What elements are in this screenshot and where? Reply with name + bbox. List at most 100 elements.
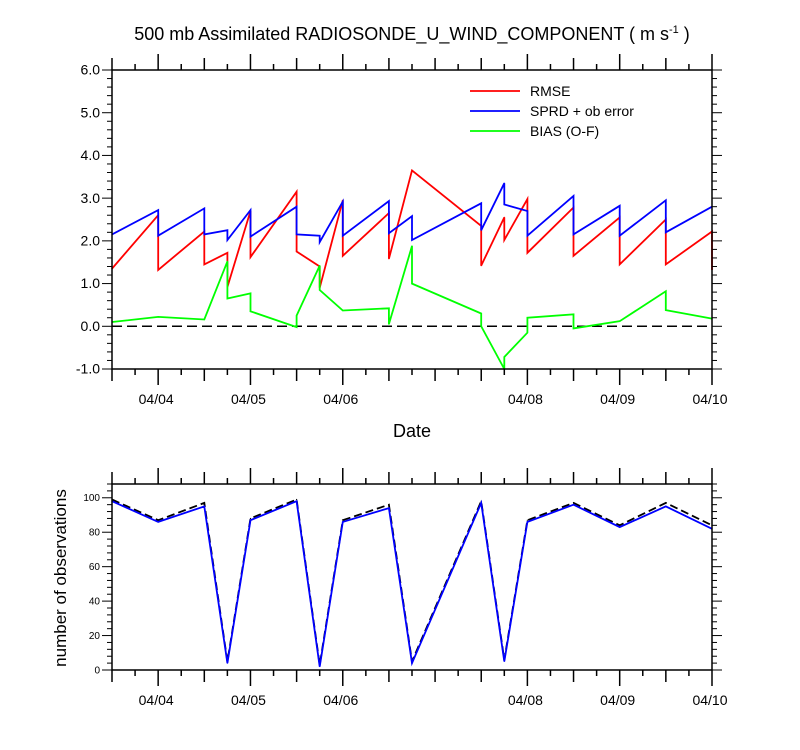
data-point-rmse: [203, 263, 205, 265]
data-point-bias-o-f: [572, 327, 575, 330]
data-point-bias-o-f: [665, 290, 667, 292]
y-tick-label: 1.0: [81, 275, 101, 291]
data-point-sprd-ob-error: [296, 233, 298, 236]
data-point-sprd-ob-error: [226, 229, 228, 231]
data-point-bias-o-f: [249, 310, 252, 312]
data-point-bias-o-f: [526, 332, 528, 334]
data-point-sprd-ob-error: [203, 233, 205, 236]
data-point-sprd-ob-error: [503, 182, 505, 184]
data-point-rmse: [296, 191, 298, 193]
y-tick-label: -1.0: [76, 361, 100, 377]
x-tick-label: 04/10: [692, 391, 727, 407]
data-point-observations-dashed: [526, 519, 528, 521]
y-tick-label: 20: [89, 631, 101, 642]
data-point-observations-blue: [226, 662, 228, 664]
data-point-rmse: [411, 169, 413, 171]
data-point-sprd-ob-error: [572, 195, 575, 197]
x-tick-label: 04/10: [692, 692, 727, 708]
legend-label-sprd-ob-error: SPRD + ob error: [530, 103, 634, 119]
data-point-sprd-ob-error: [342, 200, 344, 203]
data-point-rmse: [388, 258, 390, 260]
data-point-bias-o-f: [480, 325, 482, 327]
data-point-sprd-ob-error: [411, 239, 413, 241]
data-point-bias-o-f: [411, 282, 413, 285]
data-point-sprd-ob-error: [619, 205, 621, 207]
legend: RMSE SPRD + ob error BIAS (O-F): [470, 83, 634, 139]
data-point-sprd-ob-error: [319, 235, 321, 237]
bottom-ticks-group: 0 20 40 60 80 100 04/04 04/05 04/06 04/08 04/09 04/…: [83, 468, 728, 708]
chart-title: 500 mb Assimilated RADIOSONDE_U_WIND_COM…: [134, 24, 690, 45]
data-point-rmse: [226, 252, 228, 254]
data-point-rmse: [157, 269, 159, 271]
data-point-sprd-ob-error: [342, 235, 344, 237]
data-point-sprd-ob-error: [249, 209, 252, 211]
y-tick-label: 100: [83, 493, 100, 504]
data-point-rmse: [480, 265, 482, 267]
data-point-observations-blue: [572, 504, 575, 506]
data-point-bias-o-f: [226, 297, 228, 300]
data-point-observations-dashed: [665, 502, 667, 504]
data-point-sprd-ob-error: [480, 202, 482, 204]
bottom-plot-frame: [111, 483, 713, 671]
data-point-observations-blue: [296, 500, 298, 502]
x-tick-label: 04/04: [139, 391, 174, 407]
chart-title-close: ): [679, 24, 690, 44]
data-point-bias-o-f: [388, 323, 390, 325]
data-point-observations-blue: [503, 660, 505, 662]
series-line-rmse: [111, 168, 713, 289]
data-point-bias-o-f: [249, 292, 252, 294]
x-tick-label: 04/08: [508, 391, 543, 407]
data-point-bias-o-f: [157, 316, 159, 318]
data-point-sprd-ob-error: [226, 239, 228, 241]
data-point-bias-o-f: [226, 260, 228, 262]
data-point-observations-blue: [388, 507, 390, 509]
data-point-rmse: [526, 252, 528, 254]
x-tick-label: 04/09: [600, 692, 635, 708]
x-tick-label: 04/08: [508, 692, 543, 708]
y-tick-label: 0: [94, 665, 100, 676]
y-tick-label: 0.0: [81, 318, 101, 334]
data-point-rmse: [342, 255, 344, 257]
x-axis-label: Date: [393, 421, 431, 441]
data-point-sprd-ob-error: [157, 235, 159, 237]
data-point-observations-dashed: [249, 517, 252, 520]
y-tick-label: 60: [89, 562, 101, 573]
data-point-rmse: [665, 263, 667, 265]
top-ticks-group: -1.0 0.0 1.0 2.0 3.0 4.0 5.0 6.0 04/04 04/05 04/06…: [76, 54, 728, 407]
data-point-sprd-ob-error: [526, 235, 528, 237]
series-line-observations-blue: [111, 499, 713, 667]
data-point-rmse: [503, 216, 505, 218]
data-point-observations-blue: [157, 521, 159, 523]
data-point-sprd-ob-error: [319, 241, 321, 243]
series-line-bias-o-f: [111, 245, 713, 370]
legend-label-bias-o-f: BIAS (O-F): [530, 123, 599, 139]
data-point-observations-dashed: [572, 502, 575, 504]
data-point-bias-o-f: [480, 312, 482, 315]
x-tick-label: 04/05: [231, 391, 266, 407]
y-tick-label: 4.0: [81, 147, 101, 163]
top-chart: -1.0 0.0 1.0 2.0 3.0 4.0 5.0 6.0 04/04 04/05 04/06…: [76, 54, 728, 407]
data-point-bias-o-f: [319, 289, 321, 291]
x-tick-label: 04/04: [139, 692, 174, 708]
data-point-bias-o-f: [388, 307, 390, 309]
data-point-observations-dashed: [388, 504, 390, 506]
data-point-rmse: [619, 263, 621, 265]
series-line-observations-dashed: [111, 497, 713, 665]
x-tick-label: 04/05: [231, 692, 266, 708]
data-point-observations-blue: [249, 519, 252, 521]
data-point-observations-blue: [411, 662, 413, 664]
x-tick-label: 04/06: [323, 692, 358, 708]
data-point-observations-dashed: [619, 524, 621, 526]
data-point-rmse: [572, 255, 575, 257]
data-point-observations-blue: [619, 526, 621, 528]
data-point-sprd-ob-error: [249, 235, 252, 238]
data-point-sprd-ob-error: [296, 206, 298, 208]
y-tick-label: 2.0: [81, 233, 101, 249]
data-point-rmse: [249, 256, 252, 258]
data-point-sprd-ob-error: [203, 207, 205, 209]
data-point-bias-o-f: [503, 356, 505, 358]
y-tick-label: 5.0: [81, 104, 101, 120]
data-point-observations-blue: [665, 505, 667, 507]
data-point-sprd-ob-error: [388, 200, 390, 202]
